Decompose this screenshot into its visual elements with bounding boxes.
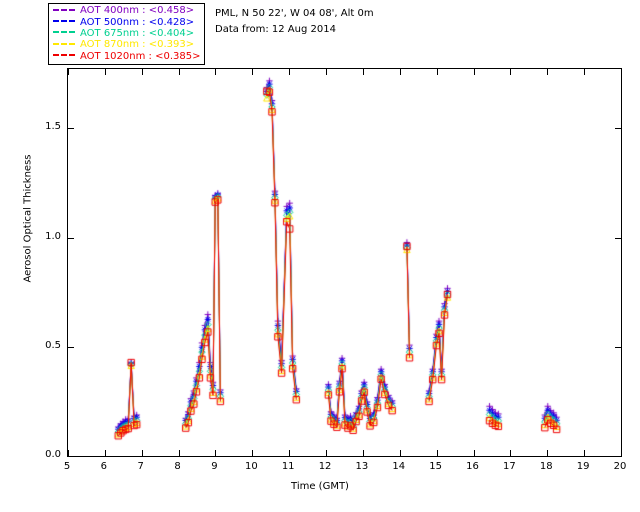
- x-tick-label: 17: [503, 461, 516, 472]
- y-tick-right: [615, 346, 621, 348]
- x-tick: [326, 450, 328, 456]
- x-tick: [252, 450, 254, 456]
- data-canvas: [68, 69, 621, 456]
- x-tick-label: 7: [137, 461, 144, 472]
- x-tick: [141, 450, 143, 456]
- x-tick-top: [399, 69, 401, 75]
- x-tick-top: [104, 69, 106, 75]
- x-tick-label: 9: [211, 461, 218, 472]
- legend-label-500nm: AOT 500nm : <0.428>: [80, 16, 195, 28]
- x-tick-label: 16: [466, 461, 479, 472]
- x-tick-top: [584, 69, 586, 75]
- x-tick-label: 19: [576, 461, 590, 472]
- x-tick-top: [547, 69, 549, 75]
- legend-item: AOT 1020nm : <0.385>: [53, 51, 200, 62]
- x-tick-top: [289, 69, 291, 75]
- x-tick-label: 12: [318, 461, 332, 472]
- x-tick-top: [362, 69, 364, 75]
- legend-item: AOT 870nm : <0.393>: [53, 39, 200, 50]
- legend-label-400nm: AOT 400nm : <0.458>: [80, 5, 195, 17]
- x-tick-label: 20: [613, 461, 627, 472]
- legend-line-swatch-675nm: [53, 31, 75, 34]
- y-tick-right: [615, 237, 621, 239]
- y-tick: [68, 237, 74, 239]
- legend-item: AOT 400nm : <0.458>: [53, 5, 200, 16]
- x-tick-top: [68, 69, 69, 75]
- x-tick-label: 14: [392, 461, 406, 472]
- x-tick-top: [252, 69, 254, 75]
- legend-label-870nm: AOT 870nm : <0.393>: [80, 39, 195, 51]
- y-tick-right: [615, 456, 621, 457]
- x-tick-label: 5: [63, 461, 71, 472]
- y-tick-label: 1.0: [45, 230, 61, 242]
- chart-title-block: PML, N 50 22', W 04 08', Alt 0m Data fro…: [215, 6, 374, 38]
- x-tick-label: 13: [355, 461, 369, 472]
- x-tick: [178, 450, 180, 456]
- legend-line-swatch-500nm: [53, 20, 75, 23]
- y-axis-title: Aerosol Optical Thickness: [22, 154, 34, 283]
- legend-item: AOT 500nm : <0.428>: [53, 16, 200, 28]
- x-tick-top: [621, 69, 622, 75]
- legend-line-swatch-1020nm: [53, 54, 75, 57]
- x-tick: [621, 450, 622, 456]
- x-tick: [436, 450, 438, 456]
- x-tick: [399, 450, 401, 456]
- x-tick: [473, 450, 475, 456]
- x-tick: [510, 450, 512, 456]
- x-tick-top: [436, 69, 438, 75]
- x-tick-label: 18: [539, 461, 553, 472]
- data-date-subtitle: Data from: 12 Aug 2014: [215, 24, 336, 35]
- x-tick-top: [215, 69, 217, 75]
- x-tick-top: [178, 69, 180, 75]
- legend-item: AOT 675nm : <0.404>: [53, 28, 200, 39]
- x-tick: [289, 450, 291, 456]
- x-axis-title: Time (GMT): [291, 481, 349, 492]
- x-tick-label: 15: [429, 461, 443, 472]
- legend-label-675nm: AOT 675nm : <0.404>: [80, 27, 195, 39]
- legend-line-swatch-400nm: [53, 8, 75, 11]
- y-tick-right: [615, 128, 621, 130]
- legend-label-1020nm: AOT 1020nm : <0.385>: [80, 50, 201, 62]
- x-tick-top: [510, 69, 512, 75]
- x-tick-top: [473, 69, 475, 75]
- x-tick: [547, 450, 549, 456]
- x-tick-top: [141, 69, 143, 75]
- y-tick-label: 0.0: [45, 449, 61, 460]
- plot-area: [67, 68, 622, 457]
- site-location-title: PML, N 50 22', W 04 08', Alt 0m: [215, 8, 374, 19]
- y-tick-label: 1.5: [45, 121, 61, 133]
- x-tick: [68, 450, 69, 456]
- x-tick: [362, 450, 364, 456]
- y-tick: [68, 346, 74, 348]
- x-tick: [584, 450, 586, 456]
- x-tick-label: 10: [244, 461, 258, 472]
- y-tick: [68, 128, 74, 130]
- x-tick-top: [326, 69, 328, 75]
- y-tick-label: 0.5: [45, 339, 61, 351]
- x-tick: [104, 450, 106, 456]
- x-tick-label: 11: [281, 461, 295, 472]
- x-tick-label: 6: [100, 461, 108, 472]
- x-tick: [215, 450, 217, 456]
- legend: AOT 400nm : <0.458> AOT 500nm : <0.428> …: [48, 3, 206, 65]
- y-tick: [68, 456, 74, 457]
- x-tick-label: 8: [174, 461, 181, 472]
- legend-line-swatch-870nm: [53, 42, 75, 45]
